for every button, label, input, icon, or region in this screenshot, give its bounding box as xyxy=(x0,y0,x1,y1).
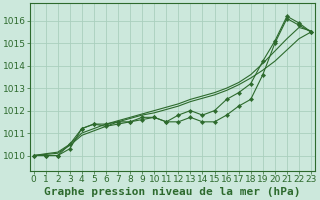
X-axis label: Graphe pression niveau de la mer (hPa): Graphe pression niveau de la mer (hPa) xyxy=(44,187,300,197)
